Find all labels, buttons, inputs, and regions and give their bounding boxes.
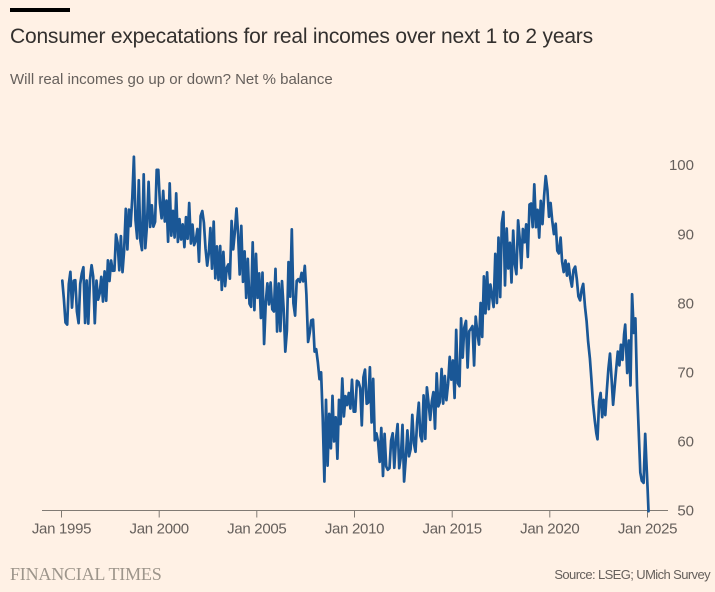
svg-text:Jan 2020: Jan 2020 <box>520 521 579 538</box>
svg-text:Jan 2000: Jan 2000 <box>130 521 189 538</box>
svg-text:Jan 1995: Jan 1995 <box>32 521 91 538</box>
svg-text:Jan 2010: Jan 2010 <box>325 521 384 538</box>
svg-text:Jan 2025: Jan 2025 <box>618 521 677 538</box>
svg-text:90: 90 <box>677 226 694 243</box>
svg-text:Jan 2015: Jan 2015 <box>423 521 482 538</box>
svg-text:100: 100 <box>669 157 694 174</box>
svg-text:60: 60 <box>677 434 694 451</box>
svg-text:80: 80 <box>677 295 694 312</box>
svg-text:50: 50 <box>677 503 694 520</box>
svg-text:70: 70 <box>677 365 694 382</box>
svg-text:Jan 2005: Jan 2005 <box>227 521 286 538</box>
